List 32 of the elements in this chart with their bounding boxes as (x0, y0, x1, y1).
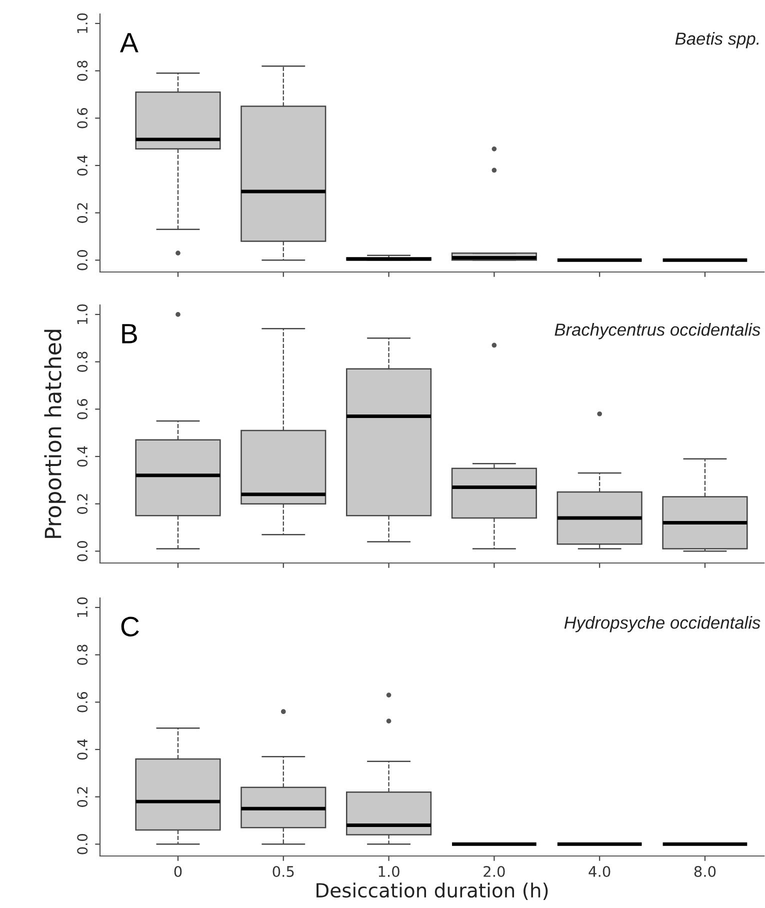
y-tick-label: 0.6 (77, 692, 88, 712)
annotation: C (121, 616, 139, 636)
x-tick-label: 0.5 (272, 866, 294, 878)
x-tick-label: 8.0 (694, 866, 716, 878)
y-tick-label: 0.0 (77, 541, 88, 562)
y-tick-label: 0.6 (77, 398, 88, 420)
y-tick-label: 0.8 (77, 352, 88, 372)
y-tick-label: 1.0 (77, 304, 88, 324)
y-tick-label: 0.4 (77, 155, 88, 176)
x-tick-label: 1.0 (378, 866, 400, 878)
x-axis-title: Desiccation duration (h) (316, 882, 548, 900)
x-tick-label: 4.0 (588, 866, 610, 878)
y-tick-label: 0.2 (77, 494, 88, 514)
y-axis-title: Proportion hatched (44, 330, 66, 538)
annotation: A (120, 33, 138, 52)
y-tick-label: 1.0 (77, 597, 88, 617)
annotation: Brachycentrus occidentalis (554, 323, 760, 340)
annotation: B (122, 324, 137, 344)
y-tick-label: 0.8 (77, 644, 88, 665)
y-tick-label: 0.0 (77, 250, 88, 270)
y-tick-label: 0.0 (77, 834, 88, 854)
y-tick-label: 0.4 (77, 446, 88, 467)
y-tick-label: 0.8 (77, 60, 88, 81)
y-tick-label: 1.0 (77, 13, 88, 33)
y-tick-label: 0.2 (77, 203, 88, 223)
y-tick-label: 0.6 (77, 108, 88, 128)
annotation: Hydropsyche occidentalis (564, 616, 760, 632)
y-tick-label: 0.2 (77, 787, 88, 807)
x-tick-label: 0 (174, 866, 182, 878)
annotation: Baetis spp. (675, 32, 759, 48)
x-tick-label: 2.0 (484, 866, 505, 878)
y-tick-label: 0.4 (77, 739, 88, 760)
